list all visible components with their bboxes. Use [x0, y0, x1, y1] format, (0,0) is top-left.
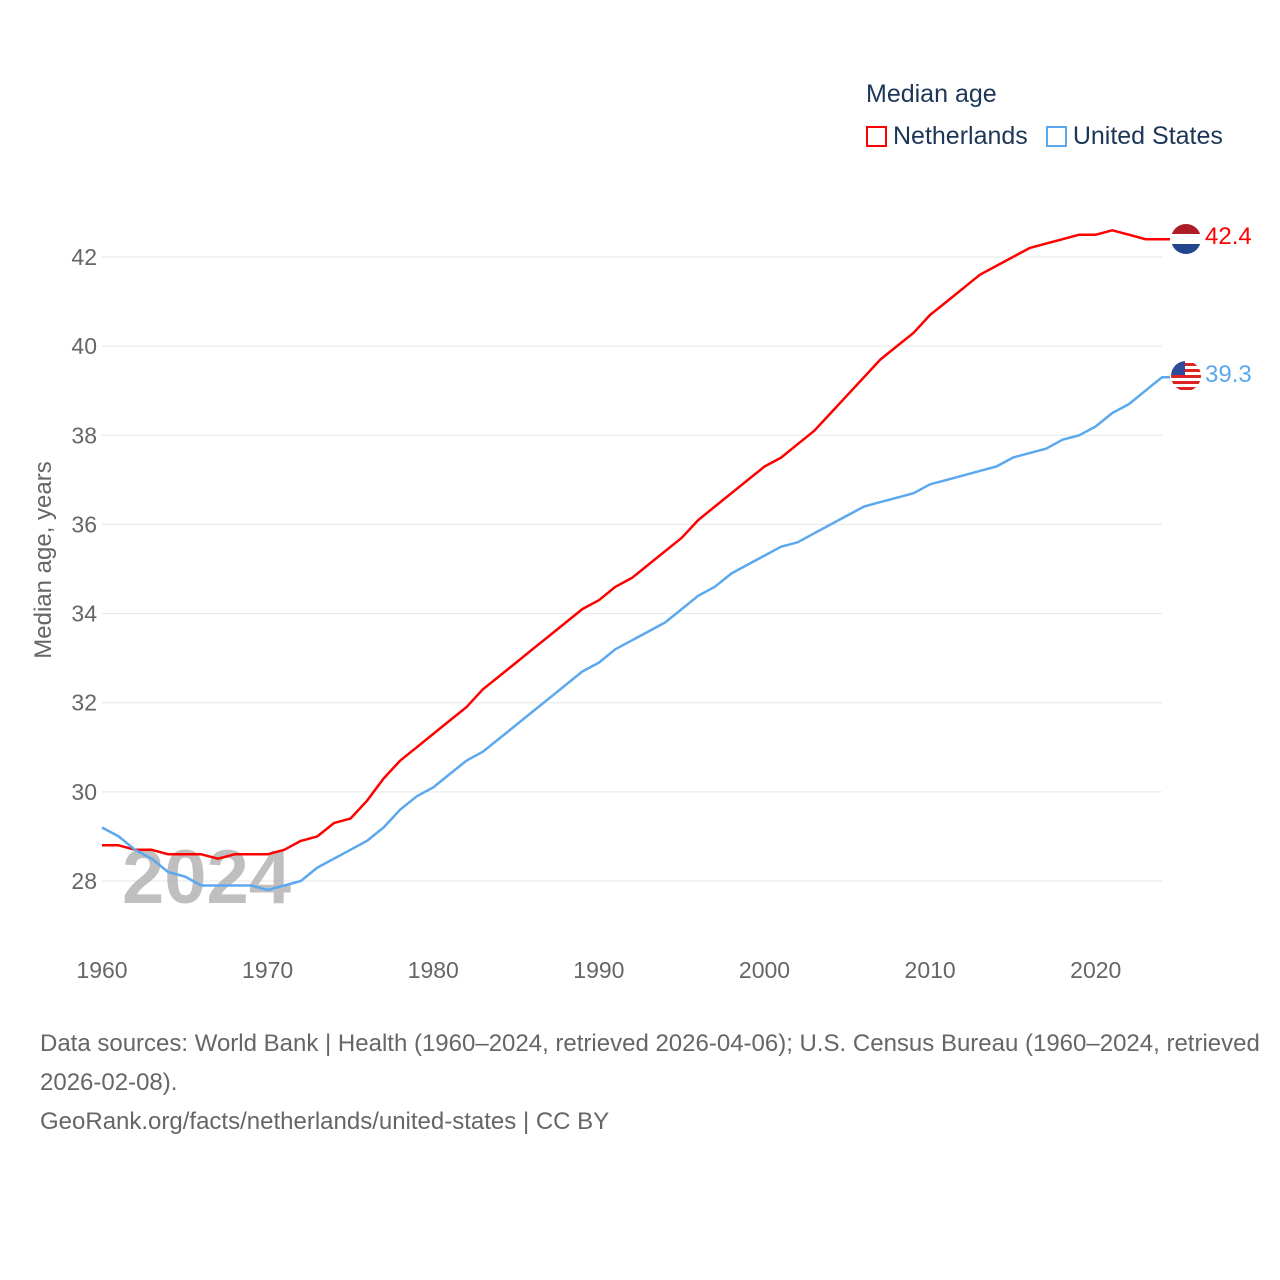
y-tick-label: 42 [71, 244, 97, 270]
united-states-flag-icon [1171, 361, 1201, 391]
legend-label: Netherlands [893, 122, 1028, 150]
y-tick-label: 32 [71, 690, 97, 716]
data-sources: Data sources: World Bank | Health (1960–… [40, 1030, 1260, 1096]
series-line-netherlands [102, 229, 1170, 860]
legend-label: United States [1072, 122, 1223, 150]
x-tick-label: 1990 [573, 957, 624, 983]
series-line-united-states [101, 376, 1170, 892]
x-tick-label: 1970 [242, 957, 293, 983]
x-tick-label: 1960 [76, 957, 127, 983]
year-watermark: 2024 [122, 835, 291, 920]
x-tick-label: 1980 [408, 957, 459, 983]
united-states-end-label: 39.3 [1205, 361, 1252, 388]
legend: Netherlands United States [866, 122, 1223, 151]
legend-item-netherlands[interactable]: Netherlands [866, 122, 1028, 151]
y-tick-label: 30 [71, 779, 97, 805]
x-tick-label: 2010 [905, 957, 956, 983]
y-tick-label: 28 [71, 868, 97, 894]
y-axis-label: Median age, years [30, 461, 57, 658]
y-tick-label: 38 [71, 422, 97, 448]
legend-title: Median age [866, 80, 997, 108]
netherlands-end-label: 42.4 [1205, 223, 1252, 250]
y-tick-label: 34 [71, 601, 97, 627]
netherlands-swatch [866, 126, 887, 147]
y-tick-label: 40 [71, 333, 97, 359]
footer: Data sources: World Bank | Health (1960–… [40, 1024, 1260, 1141]
x-tick-label: 2000 [739, 957, 790, 983]
legend-item-united-states[interactable]: United States [1045, 122, 1223, 151]
x-tick-label: 2020 [1070, 957, 1121, 983]
y-tick-label: 36 [71, 511, 97, 537]
credit-link[interactable]: GeoRank.org/facts/netherlands/united-sta… [40, 1108, 610, 1135]
united-states-swatch [1045, 126, 1067, 147]
netherlands-flag-icon [1171, 224, 1201, 254]
